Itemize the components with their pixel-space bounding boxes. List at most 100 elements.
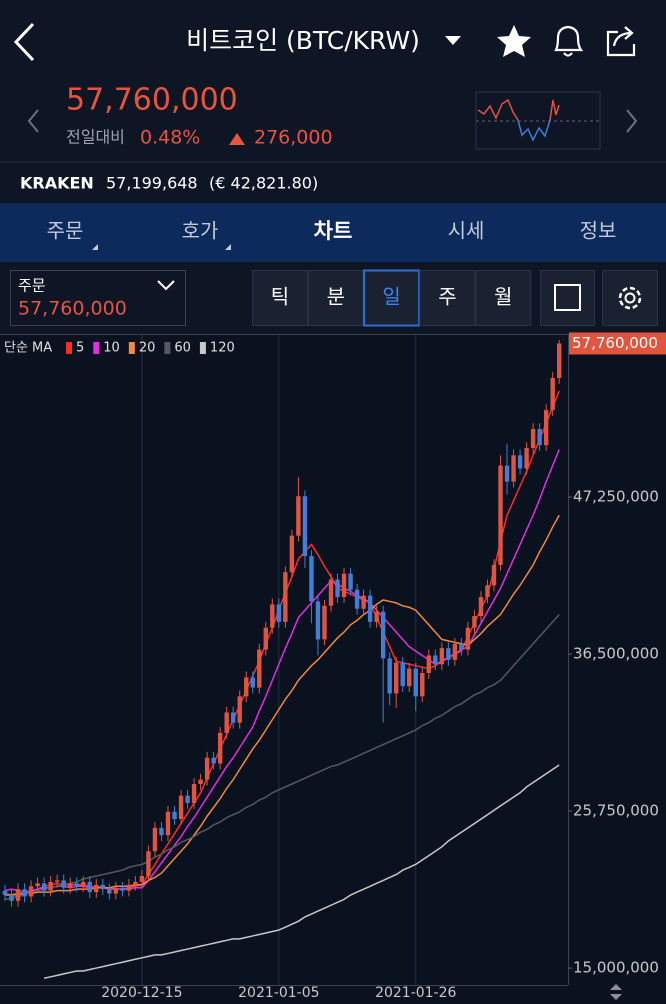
candle-body (407, 668, 412, 687)
legend-label: 120 (210, 341, 235, 356)
sparkline-up (477, 98, 519, 121)
candle-body (537, 429, 542, 446)
candle-body (152, 827, 158, 852)
scroll-up[interactable] (610, 984, 622, 990)
next-button[interactable] (626, 109, 638, 133)
candle-body (439, 648, 445, 665)
price: 57,760,000 (66, 83, 238, 118)
legend-label: 10 (103, 341, 120, 356)
back-button[interactable] (13, 22, 35, 62)
candle-body (87, 881, 92, 893)
candle-body (394, 662, 399, 694)
tab-marker (225, 244, 231, 250)
candle-body (361, 595, 366, 609)
tab-active[interactable]: 차트 (314, 219, 353, 243)
period-label: 주 (438, 285, 456, 309)
ma-line (43, 764, 560, 980)
candle-body (543, 410, 549, 446)
sparkline-down (517, 119, 551, 142)
legend-swatch (164, 342, 171, 354)
candle-body (530, 429, 536, 449)
candle-body (322, 605, 327, 640)
candle-body (100, 884, 105, 890)
tab[interactable]: 시세 (448, 219, 485, 243)
order-label: 주문 (18, 277, 46, 295)
drawing-button[interactable] (540, 270, 595, 326)
settings-gear-center (624, 292, 636, 304)
candle-body (348, 573, 353, 590)
candle-body (478, 597, 484, 617)
candle-body (54, 880, 60, 882)
legend-swatch (199, 342, 206, 354)
last-price-tag (569, 332, 666, 355)
legend-swatch (66, 342, 72, 354)
tab-bar (0, 203, 666, 262)
candle-body (335, 579, 340, 598)
candle-body (159, 827, 164, 836)
candle-body (498, 465, 503, 565)
dropdown-icon[interactable] (445, 36, 461, 45)
up-icon (229, 133, 245, 145)
alert-icon[interactable] (554, 25, 584, 57)
candle-body (328, 579, 334, 606)
ma-line (4, 614, 560, 901)
legend-label: 5 (76, 341, 84, 356)
candle-body (2, 890, 8, 896)
candle-body (139, 876, 145, 882)
tab-marker (92, 244, 98, 250)
drawing-icon (554, 284, 581, 311)
candle-body (74, 883, 79, 887)
period-label: 틱 (271, 285, 289, 309)
candle-body (459, 643, 464, 650)
tab[interactable]: 주문 (47, 219, 84, 243)
period-label: 월 (494, 285, 512, 309)
legend-title: 단순 MA (4, 341, 52, 356)
candle-body (35, 883, 40, 887)
period-button[interactable] (419, 270, 476, 326)
candle-body (302, 496, 308, 557)
period-button[interactable] (252, 270, 308, 326)
tab[interactable]: 정보 (580, 219, 617, 243)
candle-body (250, 677, 255, 688)
candle-body (178, 795, 184, 820)
prev-button[interactable] (27, 109, 39, 133)
candle-body (485, 585, 490, 598)
candle-body (68, 883, 73, 888)
candle-body (113, 887, 119, 894)
title[interactable]: 비트코인 (BTC/KRW) (186, 26, 420, 55)
candle-body (15, 889, 21, 901)
y-tick-label: 15,000,000 (573, 959, 659, 977)
exchange-eur: (€ 42,821.80) (209, 174, 318, 193)
scroll-down[interactable] (610, 994, 622, 1000)
candle-body (61, 880, 66, 888)
period-button[interactable] (475, 270, 532, 326)
order-box[interactable] (10, 270, 186, 326)
candle-body (126, 884, 132, 891)
candle-body (296, 496, 301, 536)
period-label: 일 (382, 285, 400, 309)
candle-body (309, 556, 314, 602)
candle-body (315, 601, 321, 640)
x-tick-label: 2020-12-15 (101, 985, 182, 1001)
candle-body (491, 564, 497, 586)
candle-body (511, 455, 516, 482)
candle-body (387, 658, 392, 694)
exchange-name: KRAKEN (20, 174, 94, 193)
candle-body (133, 881, 138, 885)
tab[interactable]: 호가 (182, 219, 219, 243)
candle-body (94, 884, 99, 893)
period-button[interactable] (363, 269, 421, 327)
share-icon[interactable] (606, 26, 636, 57)
last-price-label: 57,760,000 (572, 334, 658, 352)
candle-body (172, 811, 177, 820)
candle-body (107, 889, 112, 894)
candle-body (217, 732, 223, 764)
order-dropdown[interactable] (157, 280, 175, 291)
period-button[interactable] (307, 270, 364, 326)
candle-body (276, 604, 282, 622)
candle-body (517, 455, 523, 469)
settings-button[interactable] (602, 270, 658, 326)
favorite-icon[interactable] (497, 25, 531, 57)
